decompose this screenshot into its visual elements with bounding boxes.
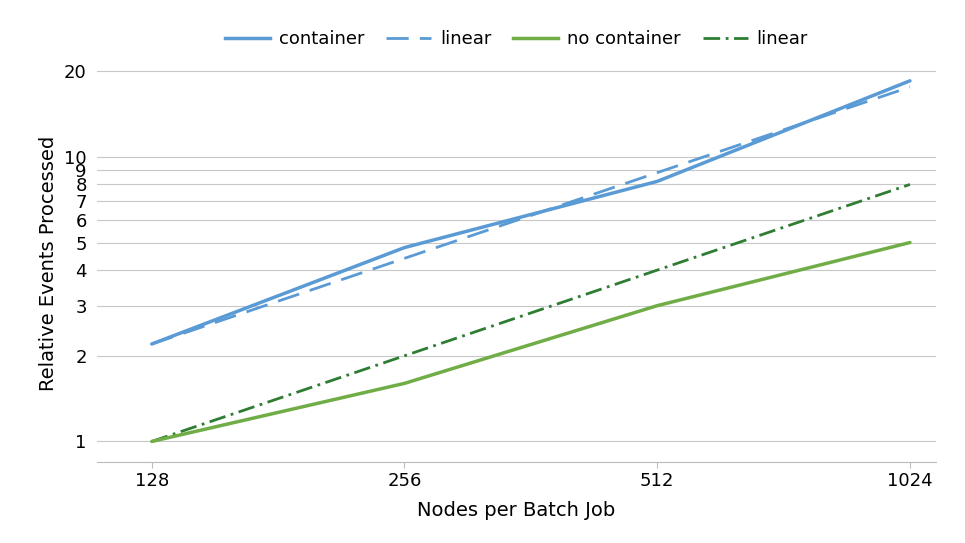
Y-axis label: Relative Events Processed: Relative Events Processed xyxy=(40,136,59,391)
X-axis label: Nodes per Batch Job: Nodes per Batch Job xyxy=(417,501,616,520)
Legend: container, linear, no container, linear: container, linear, no container, linear xyxy=(217,23,815,55)
